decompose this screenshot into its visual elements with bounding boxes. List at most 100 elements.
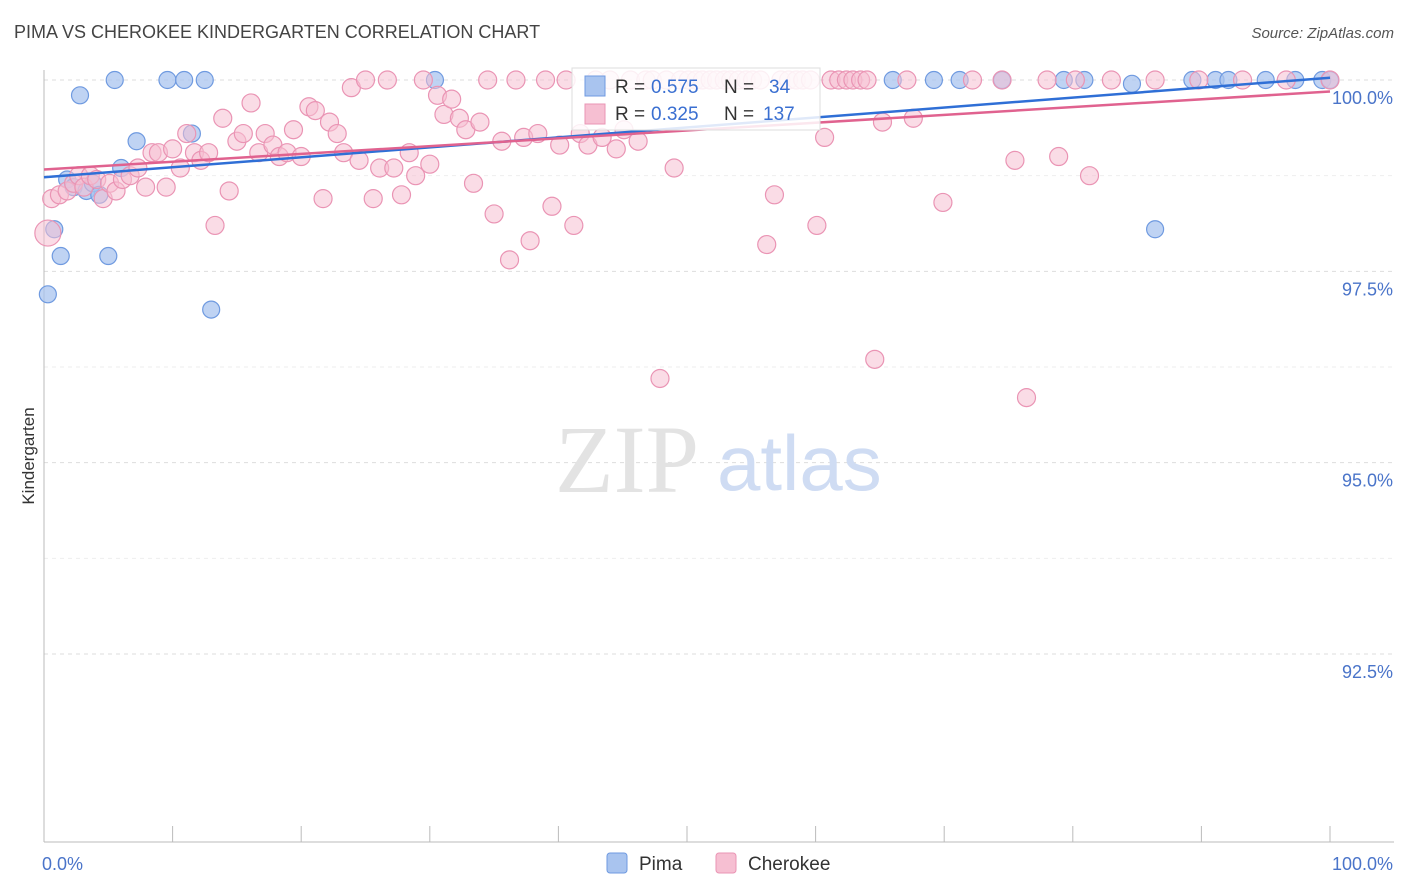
x-axis-ticks	[43, 826, 1331, 842]
cherokee-point	[865, 349, 885, 369]
chart-title: PIMA VS CHEROKEE KINDERGARTEN CORRELATIO…	[14, 22, 541, 42]
cherokee-point	[499, 250, 520, 270]
pima-n-value: 34	[769, 77, 791, 98]
cherokee-point	[205, 215, 225, 236]
cherokee-point	[233, 123, 253, 144]
cherokee-point	[135, 177, 156, 197]
pima-point	[1122, 74, 1142, 93]
cherokee-point	[564, 215, 584, 236]
watermark-zip: ZIP	[555, 406, 699, 513]
cherokee-point	[1049, 146, 1069, 167]
pima-point	[1146, 220, 1165, 239]
x-tick-label-0: 0.0%	[42, 854, 83, 874]
cherokee-point	[355, 70, 376, 90]
cherokee-point	[384, 158, 404, 178]
cherokee-point	[177, 123, 197, 144]
bottom-legend: Pima Cherokee	[606, 852, 830, 875]
cherokee-r-label: R =	[615, 104, 645, 125]
cherokee-legend-swatch	[584, 103, 606, 125]
cherokee-point	[283, 120, 304, 140]
cherokee-point	[313, 189, 333, 209]
cherokee-point	[815, 127, 835, 147]
cherokee-point	[420, 154, 440, 174]
y-tick-label-2: 95.0%	[1342, 471, 1393, 491]
cherokee-point	[1016, 388, 1037, 408]
pima-point	[175, 70, 194, 90]
cherokee-point	[1079, 166, 1100, 186]
y-tick-label-0: 100.0%	[1332, 88, 1393, 108]
legend-label-cherokee: Cherokee	[748, 854, 830, 875]
cherokee-point	[650, 368, 670, 389]
cherokee-point	[484, 204, 504, 224]
pima-point	[105, 70, 124, 90]
cherokee-point	[1232, 70, 1253, 90]
cherokee-point	[377, 70, 397, 90]
pima-point	[1256, 70, 1275, 90]
cherokee-point	[520, 231, 540, 251]
y-axis-tick-labels: 100.0% 97.5% 95.0% 92.5%	[1332, 88, 1393, 682]
cherokee-point	[128, 158, 148, 178]
cherokee-point	[764, 185, 785, 205]
cherokee-point	[933, 192, 953, 213]
pima-n-label: N =	[724, 77, 754, 98]
cherokee-point	[163, 139, 183, 159]
pima-r-value: 0.575	[651, 77, 699, 98]
cherokee-point	[1005, 150, 1025, 170]
stats-legend: R = 0.575 N = 34 R = 0.325 N = 137	[571, 67, 821, 131]
cherokee-point	[542, 196, 562, 216]
cherokee-trend-line	[43, 90, 1331, 171]
pima-point	[202, 300, 221, 319]
source-credit: Source: ZipAtlas.com	[1251, 25, 1394, 42]
stats-legend-box	[571, 67, 821, 131]
legend-swatch-cherokee	[715, 852, 737, 874]
cherokee-point	[1101, 70, 1121, 90]
cherokee-point	[478, 70, 498, 90]
pima-point	[924, 70, 944, 90]
cherokee-point	[470, 112, 490, 132]
cherokee-point	[391, 185, 412, 205]
pima-point	[195, 70, 214, 90]
pima-legend-swatch	[584, 75, 606, 97]
cherokee-point	[535, 70, 556, 90]
cherokee-point	[757, 234, 777, 255]
grid-lines	[44, 79, 1394, 655]
cherokee-point	[664, 158, 684, 178]
watermark-atlas: atlas	[717, 419, 882, 507]
cherokee-point	[872, 112, 893, 132]
cherokee-point	[463, 173, 484, 193]
cherokee-point	[857, 70, 877, 90]
pima-point	[99, 246, 118, 266]
cherokee-point	[1037, 70, 1057, 90]
pima-point	[51, 246, 70, 266]
cherokee-point	[606, 139, 626, 159]
cherokee-point	[1320, 70, 1340, 90]
cherokee-n-label: N =	[724, 104, 754, 125]
cherokee-point	[219, 181, 239, 201]
pima-r-label: R =	[615, 77, 645, 98]
x-axis-tick-labels: 0.0% 100.0%	[42, 854, 1393, 874]
cherokee-point	[156, 177, 176, 197]
cherokee-point	[897, 70, 917, 90]
y-tick-label-3: 92.5%	[1342, 662, 1393, 682]
legend-label-pima: Pima	[639, 854, 683, 875]
pima-point	[127, 132, 146, 151]
y-tick-label-1: 97.5%	[1342, 279, 1393, 299]
cherokee-point	[213, 108, 233, 128]
cherokee-point	[363, 189, 383, 209]
x-tick-label-1: 100.0%	[1332, 854, 1393, 874]
cherokee-point	[506, 70, 526, 90]
cherokee-point	[992, 70, 1012, 90]
cherokee-point	[1065, 70, 1085, 90]
pima-point	[158, 70, 177, 90]
pima-point	[38, 285, 57, 304]
cherokee-point	[962, 70, 983, 90]
cherokee-point	[442, 89, 462, 109]
cherokee-r-value: 0.325	[651, 104, 699, 125]
cherokee-point	[413, 70, 433, 90]
cherokee-point	[305, 101, 325, 121]
cherokee-point	[1145, 70, 1165, 90]
cherokee-point	[241, 93, 261, 113]
cherokee-point	[199, 143, 219, 163]
cherokee-point	[406, 166, 426, 186]
